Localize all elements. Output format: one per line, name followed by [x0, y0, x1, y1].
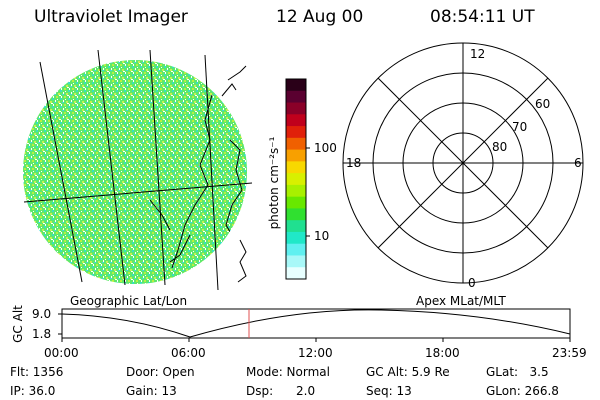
polar-grid	[342, 42, 584, 284]
colorbar-segment	[286, 137, 306, 151]
colorbar-segment	[286, 208, 306, 221]
coastline	[149, 94, 243, 269]
colorbar-segment	[286, 161, 306, 174]
colorbar-segment	[286, 184, 306, 198]
strip-ytick-1.8: 1.8	[32, 327, 52, 341]
mlt-label-18: 18	[346, 156, 362, 170]
lat-label-60: 60	[535, 97, 551, 111]
colorbar-segment	[286, 90, 306, 104]
colorbar-unit-label: photon cm⁻²s⁻¹	[267, 136, 281, 230]
info-gcalt: GC Alt: 5.9 Re	[366, 365, 450, 379]
info-seq: Seq: 13	[366, 384, 412, 398]
colorbar-tick-100: 100	[314, 141, 337, 155]
lat-label-80: 80	[492, 140, 508, 154]
colorbar-segment	[286, 102, 306, 115]
strip-ytick-9: 9.0	[32, 307, 52, 321]
altitude-curve	[61, 309, 571, 338]
info-gain: Gain: 13	[126, 384, 177, 398]
strip-xtick-1800: 18:00	[425, 346, 460, 360]
mlt-label-6: 6	[574, 156, 582, 170]
colorbar-segment	[286, 231, 306, 245]
colorbar-segment	[286, 114, 306, 127]
mlt-label-0: 0	[468, 276, 476, 290]
info-door: Door: Open	[126, 365, 195, 379]
strip-xtick-0600: 06:00	[171, 346, 206, 360]
info-dsp: Dsp: 2.0	[246, 384, 316, 398]
colorbar-tick-10: 10	[314, 229, 330, 243]
info-flt: Flt: 1356	[10, 365, 64, 379]
info-glat: GLat: 3.5	[486, 365, 549, 379]
mlt-label-12: 12	[470, 47, 486, 61]
colorbar-segment	[286, 79, 306, 92]
colorbar-segment	[286, 173, 306, 186]
grid-lines	[23, 49, 253, 291]
colorbar	[285, 78, 310, 280]
uv-earth-image	[23, 49, 253, 291]
altitude-strip-plot	[58, 308, 571, 342]
colorbar-border	[285, 78, 307, 280]
info-mode: Mode: Normal	[246, 365, 330, 379]
strip-xtick-1200: 12:00	[298, 346, 333, 360]
colorbar-segment	[286, 267, 306, 280]
colorbar-segment	[286, 220, 306, 233]
colorbar-segment	[286, 149, 306, 162]
colorbar-segment	[286, 255, 306, 268]
geographic-caption: Geographic Lat/Lon	[70, 294, 188, 308]
info-glon: GLon: 266.8	[486, 384, 559, 398]
time-label: 08:54:11 UT	[430, 7, 535, 27]
lat-label-70: 70	[512, 120, 528, 134]
strip-xtick-2359: 23:59	[552, 346, 587, 360]
colorbar-segment	[286, 243, 306, 256]
colorbar-segment	[286, 126, 306, 139]
apex-caption: Apex MLat/MLT	[416, 294, 506, 308]
strip-xtick-0000: 00:00	[44, 346, 79, 360]
instrument-title: Ultraviolet Imager	[34, 7, 188, 27]
info-ip: IP: 36.0	[10, 384, 56, 398]
strip-ylabel: GC Alt	[11, 305, 25, 343]
colorbar-segment	[286, 196, 306, 209]
date-label: 12 Aug 00	[276, 7, 364, 27]
